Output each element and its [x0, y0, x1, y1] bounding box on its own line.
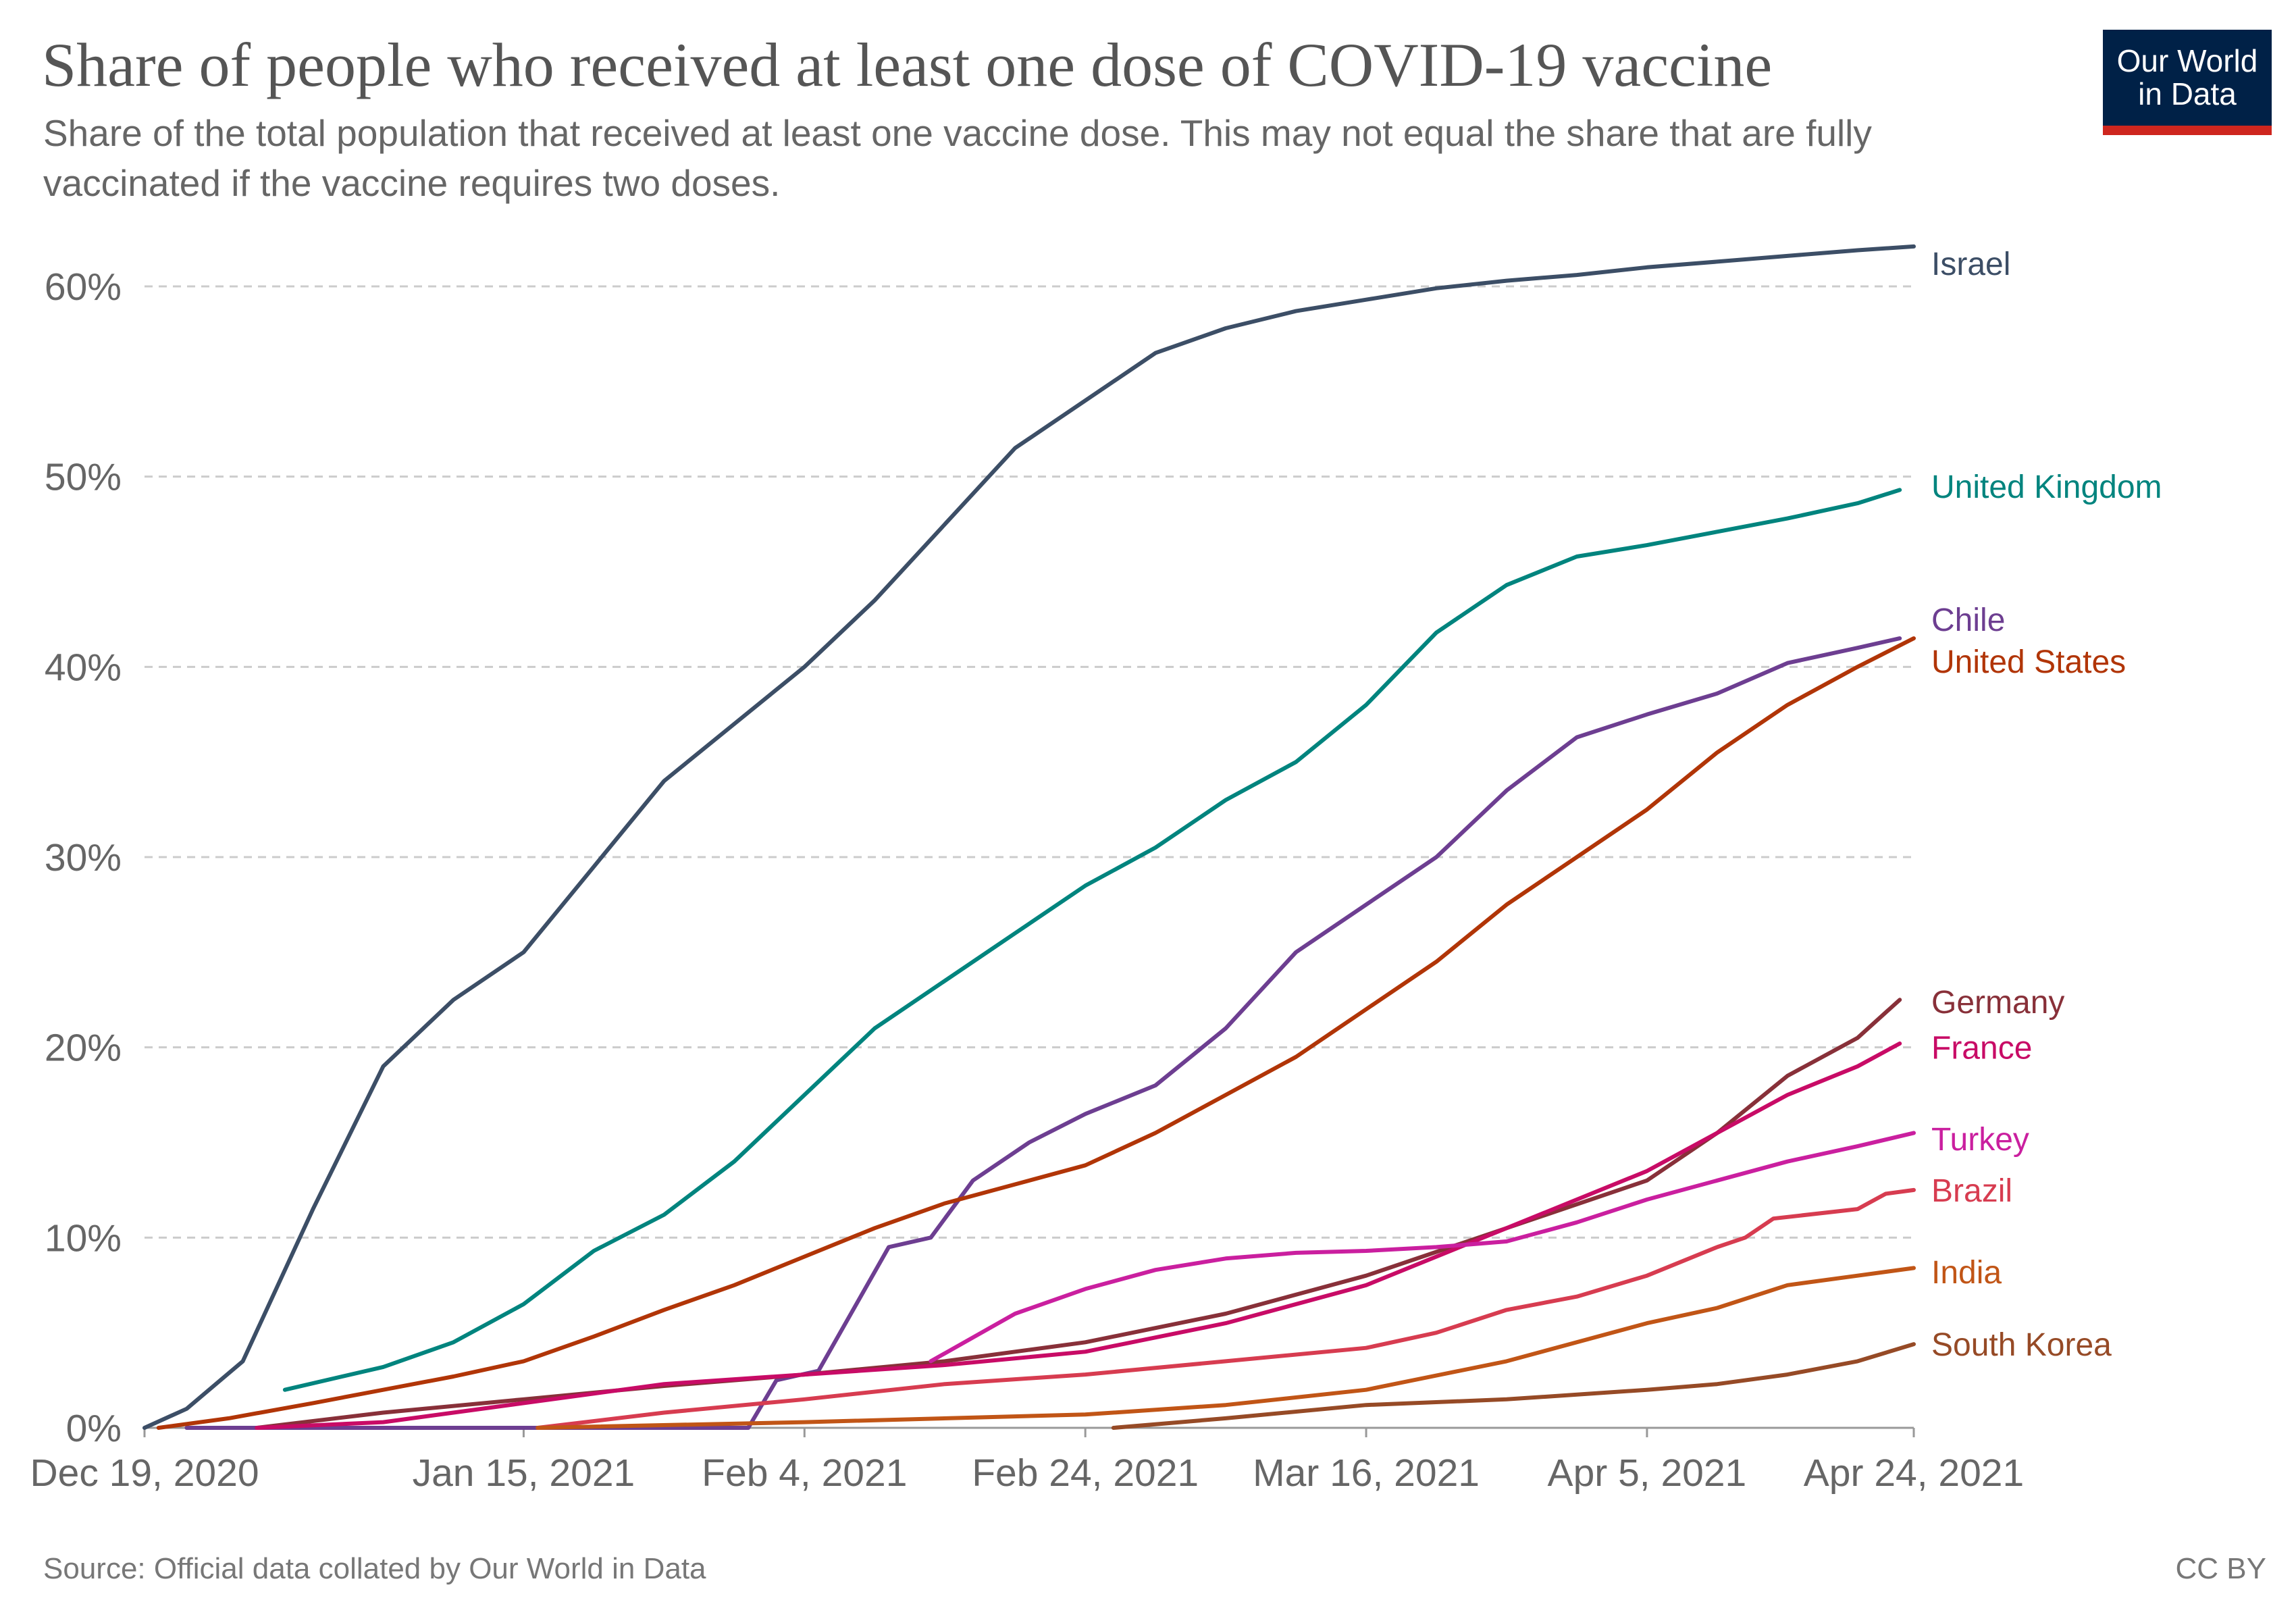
x-tick-label: Apr 5, 2021 — [1548, 1451, 1747, 1495]
x-tick-label: Feb 24, 2021 — [972, 1451, 1199, 1495]
chart-title: Share of people who received at least on… — [42, 30, 1773, 99]
y-tick-label: 60% — [45, 265, 122, 309]
series-line — [1111, 1342, 1916, 1430]
series-line — [156, 636, 1916, 1430]
series-label: India — [1931, 1255, 2002, 1291]
series-line — [929, 1131, 1916, 1364]
series-label: United Kingdom — [1931, 469, 2162, 505]
x-tick-label: Jan 15, 2021 — [413, 1451, 635, 1495]
source-note: Source: Official data collated by Our Wo… — [43, 1552, 706, 1585]
y-tick-label: 10% — [45, 1216, 122, 1260]
series-line — [536, 1187, 1916, 1430]
x-axis: Dec 19, 2020 Jan 15, 2021 Feb 4, 2021 Feb 2… — [30, 1426, 2024, 1495]
x-tick-label: Apr 24, 2021 — [1804, 1451, 2024, 1495]
y-tick-label: 20% — [45, 1027, 122, 1070]
series-label: Turkey — [1931, 1122, 2029, 1158]
series-lines — [142, 244, 1916, 1430]
owid-logo-text: Our World in Data — [2103, 30, 2272, 111]
y-tick-label: 30% — [45, 836, 122, 879]
series-label: Chile — [1931, 602, 2005, 638]
series-label: Brazil — [1931, 1173, 2012, 1209]
gridlines — [145, 285, 1914, 1239]
owid-logo-line2: in Data — [2138, 76, 2237, 112]
chart-subtitle: Share of the total population that recei… — [43, 112, 1872, 205]
y-tick-label: 40% — [45, 646, 122, 689]
x-tick-label: Mar 16, 2021 — [1253, 1451, 1480, 1495]
y-tick-label: 50% — [45, 456, 122, 499]
series-line — [536, 1266, 1916, 1430]
owid-logo-line1: Our World — [2116, 43, 2258, 78]
series-line — [184, 636, 1902, 1430]
series-line — [255, 1041, 1902, 1430]
series-label: Israel — [1931, 247, 2010, 282]
series-label: United States — [1931, 644, 2126, 680]
y-axis-tick-labels: 0% 10% 20% 30% 40% 50% 60% — [45, 265, 122, 1450]
y-tick-label: 0% — [66, 1407, 122, 1450]
owid-logo[interactable]: Our World in Data — [2103, 30, 2272, 135]
series-label: South Korea — [1931, 1327, 2112, 1363]
x-tick-label: Dec 19, 2020 — [30, 1451, 259, 1495]
owid-logo-accent-bar — [2103, 126, 2272, 135]
series-labels: Israel United Kingdom Chile United States Ge… — [1931, 247, 2162, 1363]
series-label: France — [1931, 1031, 2032, 1066]
series-line — [282, 488, 1902, 1392]
x-tick-label: Feb 4, 2021 — [702, 1451, 907, 1495]
series-label: Germany — [1931, 985, 2064, 1021]
series-line — [142, 244, 1916, 1430]
license-link[interactable]: CC BY — [2175, 1552, 2266, 1585]
